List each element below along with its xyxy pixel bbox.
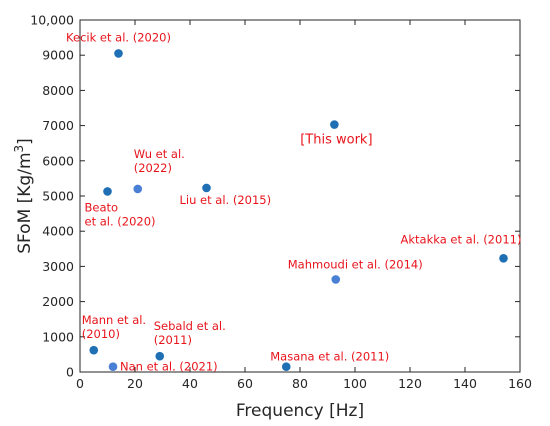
data-points [89,49,508,372]
y-axis-title: SFoM [Kg/m3] [12,138,35,254]
y-tick-label: 3000 [42,259,74,274]
y-tick-label: 2000 [42,294,74,309]
data-point [499,254,508,263]
y-tick-label: 4000 [42,224,74,239]
x-tick-label: 100 [343,376,367,391]
point-label: Liu et al. (2015) [180,193,272,207]
plot-area [80,20,520,372]
axes: 0 20 40 60 80 100 120 140 160 0 1000 2000 3000 4000 50… [30,13,532,392]
y-tick-label: 0 [66,365,74,380]
data-point [202,183,211,193]
point-label: Sebald et al. (2011) [154,319,226,347]
x-tick-label: 140 [453,376,477,391]
y-tick-label: 1000 [42,329,74,344]
data-point [331,275,341,284]
x-tick-label: 20 [127,376,143,391]
point-label: [This work] [300,133,372,148]
x-tick-label: 120 [398,376,422,391]
x-axis-title: Frequency [Hz] [236,401,364,421]
data-point [89,345,99,355]
x-tick-label: 60 [237,376,253,391]
data-point [133,184,143,194]
point-label: Wu et al. (2022) [134,147,185,175]
point-label: Kecik et al. (2020) [66,30,171,44]
data-point [281,362,291,372]
data-point [108,362,118,372]
data-point [103,187,112,196]
x-tick-label: 40 [182,376,198,391]
y-tick-label: 10,000 [30,13,74,28]
y-tick-label: 6000 [42,153,74,168]
x-tick-label: 160 [508,376,532,391]
data-point [155,351,165,361]
point-label: Masana et al. (2011) [270,350,389,364]
y-tick-label: 9000 [42,48,74,63]
y-tick-label: 8000 [42,83,74,98]
data-point [114,49,123,58]
point-label: Aktakka et al. (2011) [401,232,522,246]
point-labels: Kecik et al. (2020) [This work] Beato et al… [66,30,521,373]
point-label: Mann et al. (2010) [82,313,146,341]
y-tick-label: 5000 [42,189,74,204]
y-tick-label: 7000 [42,118,74,133]
x-tick-label: 80 [292,376,308,391]
x-tick-label: 0 [76,376,84,391]
point-label: Mahmoudi et al. (2014) [288,257,423,271]
point-label: Beato et al. (2020) [85,200,156,228]
data-point [330,120,339,129]
point-label: Nan et al. (2021) [120,360,218,374]
